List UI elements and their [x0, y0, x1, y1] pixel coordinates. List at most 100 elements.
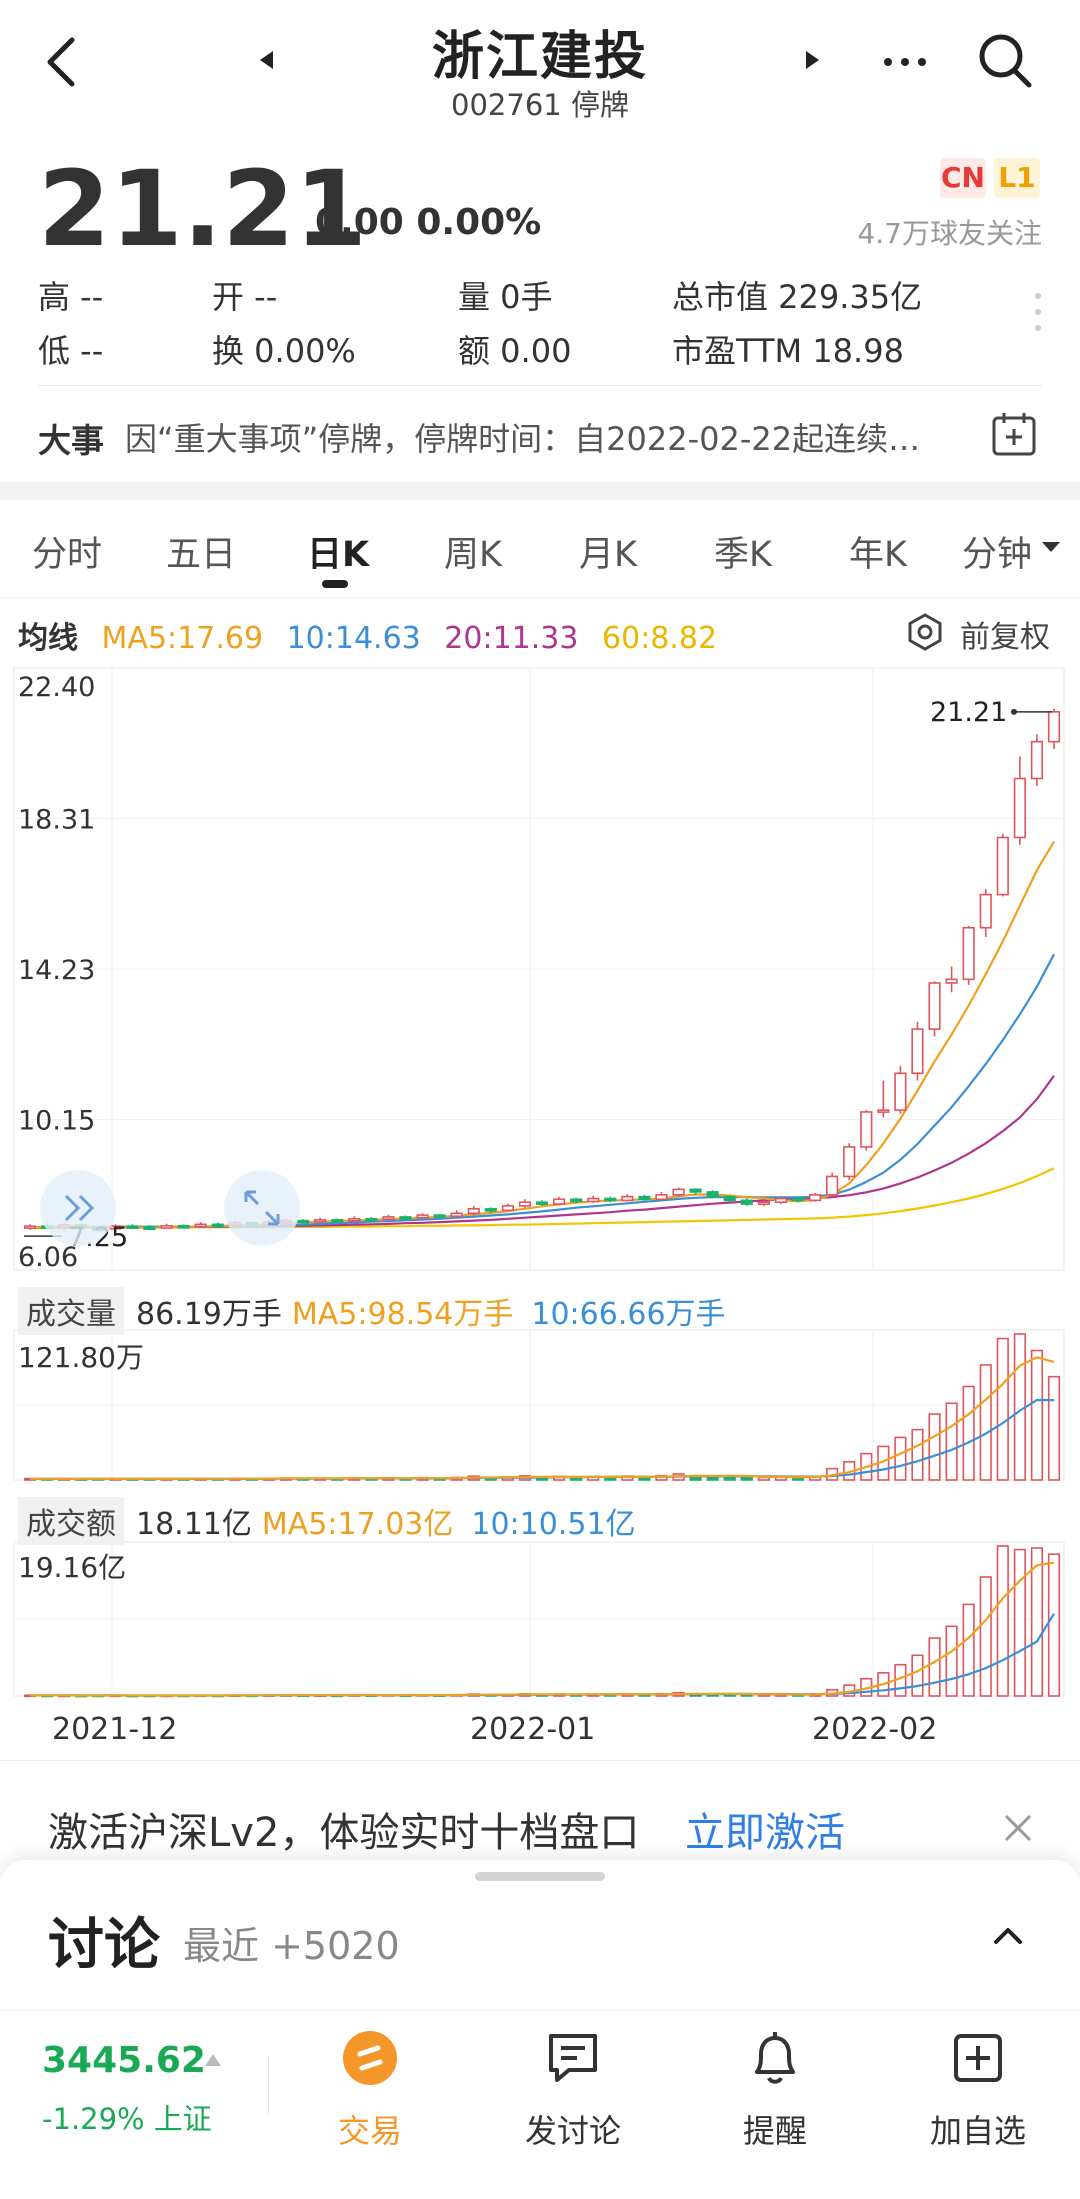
- candle: [945, 978, 958, 984]
- tab-minute[interactable]: 分钟: [961, 535, 1032, 575]
- next-stock-icon[interactable]: [800, 48, 824, 72]
- candle: [826, 1175, 839, 1196]
- volume-bars: [23, 1333, 1061, 1481]
- amount-value: 18.11亿: [136, 1507, 252, 1542]
- alert-label: 提醒: [742, 2112, 807, 2150]
- adjust-label: 前复权: [960, 620, 1050, 655]
- volume-bar: [1013, 1333, 1026, 1481]
- news-text[interactable]: 因“重大事项”停牌，停牌时间：自2022-02-22起连续停牌: [125, 420, 940, 458]
- candle: [296, 1219, 310, 1224]
- add-watchlist-button[interactable]: 加自选: [908, 2020, 1048, 2170]
- fullscreen-button[interactable]: [224, 1170, 300, 1246]
- candle: [655, 1194, 668, 1201]
- tab-weekly-k[interactable]: 周K: [444, 535, 502, 575]
- sheet-drag-handle[interactable]: [475, 1872, 605, 1881]
- candle: [1030, 740, 1044, 780]
- candle: [877, 1109, 890, 1113]
- stat-amount: 额 0.00: [458, 332, 572, 370]
- candle: [774, 1197, 788, 1204]
- close-icon[interactable]: [1000, 1810, 1036, 1846]
- last-price-marker-dot: [1011, 708, 1017, 715]
- alert-button[interactable]: 提醒: [705, 2020, 845, 2170]
- amount-header: 成交额 18.11亿 MA5:17.03亿 10:10.51亿: [18, 1497, 636, 1545]
- tab-daily-k[interactable]: 日K: [306, 535, 370, 575]
- price-markers: 21.217.25: [24, 697, 1052, 1253]
- volume-bar: [740, 1476, 753, 1481]
- candle: [484, 1208, 497, 1212]
- candle: [143, 1226, 156, 1231]
- candle: [996, 836, 1009, 896]
- price-axis-label: 6.06: [18, 1242, 78, 1273]
- price-axis-labels: 22.40 18.31 14.23 10.15 6.06: [18, 672, 95, 1273]
- search-icon[interactable]: [975, 28, 1035, 93]
- current-price: 21.21: [38, 148, 367, 270]
- stat-turnover: 换 0.00%: [212, 332, 356, 370]
- more-icon[interactable]: [880, 40, 930, 80]
- candle: [177, 1224, 190, 1229]
- candle: [706, 1191, 719, 1198]
- active-tab-indicator: [322, 580, 348, 588]
- discussion-count: 最近 +5020: [183, 1924, 400, 1968]
- post-discussion-button[interactable]: 发讨论: [503, 2020, 643, 2170]
- calendar-add-icon[interactable]: [990, 410, 1038, 458]
- candle: [894, 1072, 907, 1111]
- volume-bar: [894, 1436, 907, 1481]
- candle: [314, 1219, 327, 1223]
- candle: [211, 1223, 224, 1228]
- amount-bar: [1030, 1547, 1044, 1697]
- ma-lines: [29, 840, 1055, 1230]
- candle: [672, 1188, 685, 1196]
- volume-bar: [979, 1364, 992, 1481]
- cn-badge: CN: [940, 158, 986, 198]
- candle: [689, 1188, 702, 1193]
- volume-value: 86.19万手: [136, 1297, 282, 1332]
- date-label: 2021-12: [52, 1712, 178, 1747]
- chart-tabs: 分时 五日 日K 周K 月K 季K 年K 分钟: [0, 500, 1080, 598]
- kline-chart[interactable]: 22.40 18.31 14.23 10.15 6.06 21.217.25: [0, 660, 1080, 1760]
- adjust-toggle[interactable]: 前复权: [905, 610, 1055, 655]
- volume-bar: [911, 1428, 924, 1481]
- volume-bar: [945, 1402, 958, 1481]
- discussion-sheet[interactable]: [0, 1860, 1080, 2010]
- amount-bar: [962, 1603, 975, 1697]
- amount-label[interactable]: 成交额: [18, 1497, 124, 1545]
- index-value[interactable]: 3445.62: [42, 2040, 206, 2081]
- add-watchlist-label: 加自选: [929, 2112, 1026, 2150]
- candle: [604, 1197, 617, 1202]
- stock-code-status: 002761 停牌: [451, 88, 629, 122]
- tab-five-day[interactable]: 五日: [165, 535, 236, 575]
- amount-bar: [928, 1637, 941, 1697]
- candle: [194, 1223, 207, 1228]
- tab-time-share[interactable]: 分时: [31, 535, 102, 575]
- trade-button[interactable]: 交易: [300, 2020, 440, 2170]
- back-icon[interactable]: [38, 32, 88, 92]
- prev-stock-icon[interactable]: [255, 48, 279, 72]
- tab-quarterly-k[interactable]: 季K: [714, 535, 772, 575]
- amount-bar: [945, 1625, 958, 1697]
- stat-open: 开 --: [212, 278, 278, 316]
- candle: [552, 1198, 566, 1205]
- chevron-up-icon[interactable]: [990, 1920, 1026, 1950]
- tab-yearly-k[interactable]: 年K: [849, 535, 907, 575]
- expand-stats-icon[interactable]: [1030, 290, 1046, 340]
- candle: [399, 1216, 412, 1220]
- candle: [723, 1195, 736, 1202]
- price-axis-label: 14.23: [18, 955, 95, 986]
- banner-text: 激活沪深Lv2，体验实时十档盘口: [48, 1810, 640, 1856]
- chart-grid: [13, 667, 1065, 1697]
- volume-label[interactable]: 成交量: [18, 1287, 124, 1335]
- trade-label: 交易: [337, 2112, 402, 2150]
- double-chevron-icon: [64, 1194, 95, 1222]
- index-change[interactable]: -1.29% 上证: [42, 2102, 212, 2136]
- tab-monthly-k[interactable]: 月K: [579, 535, 637, 575]
- date-label: 2022-02: [812, 1712, 938, 1747]
- candle: [501, 1205, 514, 1212]
- amount-ma5: MA5:17.03亿: [261, 1507, 454, 1542]
- candle: [1013, 777, 1026, 839]
- ma5-line: [29, 840, 1055, 1229]
- expand-icon: [244, 1190, 280, 1226]
- date-label: 2022-01: [470, 1712, 596, 1747]
- activate-link[interactable]: 立即激活: [685, 1810, 845, 1856]
- dropdown-triangle-icon[interactable]: [1040, 540, 1062, 554]
- candle: [570, 1198, 583, 1203]
